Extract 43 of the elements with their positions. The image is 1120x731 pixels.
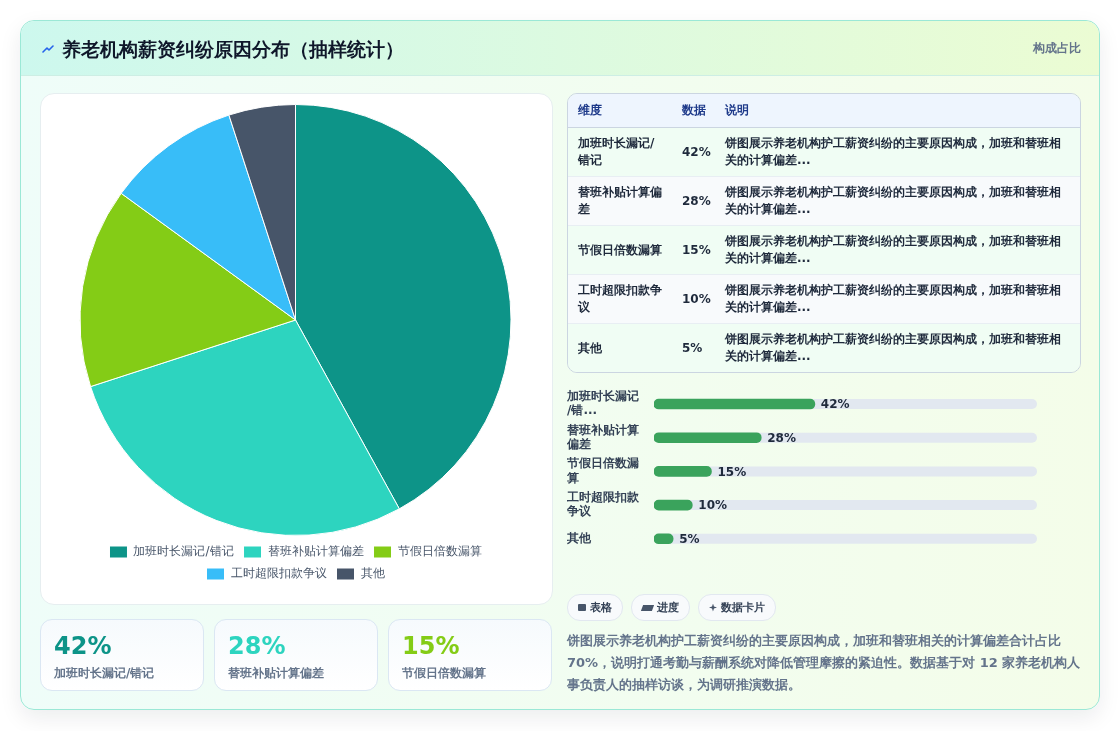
- y-tick-label: 替班补贴计算偏差: [566, 422, 639, 452]
- data-label: 10%: [698, 498, 728, 513]
- category-label: 替班补贴计算偏差: [228, 665, 324, 681]
- text: 维度: [568, 94, 672, 128]
- data-label: 15%: [717, 464, 747, 479]
- text: 进度: [657, 600, 679, 616]
- data-label: 28%: [767, 430, 796, 445]
- text: 饼图展示养老机构护工薪资纠纷的主要原因构成，加班和替班相关的计算偏差...: [715, 225, 1080, 275]
- text: 表格: [590, 600, 612, 616]
- chart-title: 养老机构薪资纠纷原因分布（抽样统计）: [62, 37, 404, 61]
- text: 饼图展示养老机构护工薪资纠纷的主要原因构成，加班和替班相关的计算偏差...: [715, 323, 1080, 373]
- legend-label: 节假日倍数漏算: [397, 544, 482, 559]
- y-tick-label: 节假日倍数漏算: [566, 456, 639, 485]
- data-label: 5%: [679, 531, 700, 546]
- text: 构成占比: [1033, 40, 1081, 56]
- text: 饼图展示养老机构护工薪资纠纷的主要原因构成，加班和替班相关的计算偏差...: [715, 176, 1080, 226]
- data-label: 42%: [820, 397, 850, 412]
- text: 15%: [682, 242, 711, 257]
- text: 42%: [54, 632, 112, 660]
- text: 28%: [682, 193, 711, 208]
- text: 饼图展示养老机构护工薪资纠纷的主要原因构成，加班和替班相关的计算偏差合计占比 70%，说明打通考勤与薪酬系统对降低管理摩擦的紧迫性。数据基于对 12 家养老机构人事负责人的抽样访谈，为调研推演数据。: [567, 632, 1082, 694]
- text: 42%: [682, 144, 711, 159]
- y-tick-label: 加班时长漏记/错...: [566, 388, 639, 418]
- bar: [654, 466, 712, 477]
- text: 饼图展示养老机构护工薪资纠纷的主要原因构成，加班和替班相关的计算偏差...: [715, 274, 1080, 324]
- category-label: 加班时长漏记/错记: [54, 665, 155, 681]
- legend-label: 加班时长漏记/错记: [133, 544, 234, 559]
- category-label: 节假日倍数漏算: [402, 665, 486, 681]
- bar: [654, 499, 693, 511]
- text: 15%: [402, 632, 460, 660]
- y-tick-label: 其他: [566, 530, 592, 545]
- y-tick-label: 工时超限扣款争议: [566, 490, 640, 519]
- legend-label: 其他: [360, 566, 385, 581]
- legend-label: 工时超限扣款争议: [230, 566, 327, 581]
- text: 28%: [228, 632, 286, 660]
- text: 饼图展示养老机构护工薪资纠纷的主要原因构成，加班和替班相关的计算偏差...: [715, 127, 1080, 177]
- text: 数据卡片: [721, 600, 765, 616]
- text: 数据: [672, 94, 715, 128]
- text: 说明: [715, 94, 1080, 128]
- text: 10%: [682, 291, 711, 306]
- legend-label: 替班补贴计算偏差: [267, 544, 364, 559]
- category-label: 加班时长漏记/错记: [568, 127, 672, 177]
- text: 5%: [682, 340, 703, 355]
